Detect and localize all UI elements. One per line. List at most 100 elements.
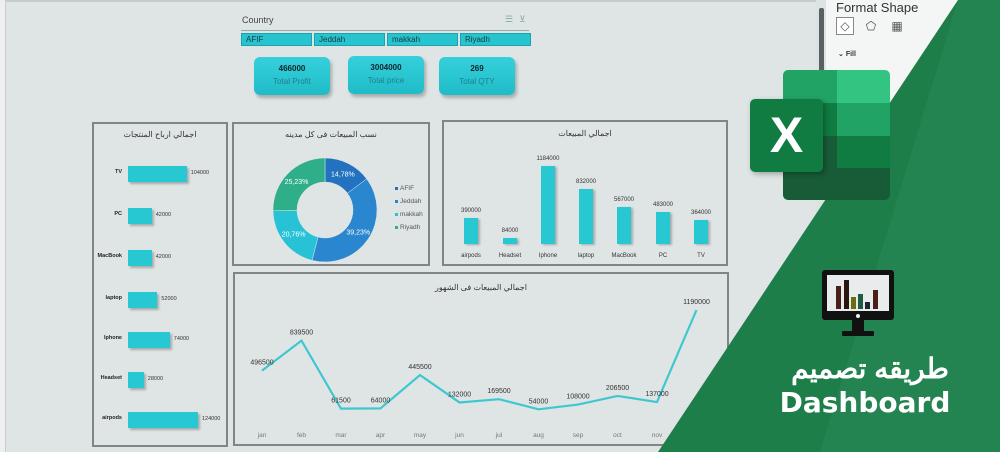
value-label: 74000 xyxy=(173,336,190,342)
value-label: 832000 xyxy=(575,179,597,186)
value-label: 52000 xyxy=(161,296,177,302)
hbar-row: Iphone 74000 xyxy=(94,332,226,348)
slicer-header: Country xyxy=(242,15,274,25)
value-label: 104000 xyxy=(190,170,210,176)
bar[interactable] xyxy=(128,412,198,428)
category-label: airpods xyxy=(102,415,122,421)
value-label: 483000 xyxy=(652,202,674,209)
month-label: oct xyxy=(613,432,622,439)
category-label: Iphone xyxy=(538,253,558,259)
donut-slice[interactable] xyxy=(272,157,326,212)
slicer-item-makkah[interactable]: makkah xyxy=(387,33,458,46)
bar[interactable] xyxy=(128,292,158,308)
month-label: apr xyxy=(376,432,386,439)
kpi-label: Total price xyxy=(367,76,405,85)
value-label: 567000 xyxy=(613,196,635,203)
value-label: 390000 xyxy=(460,208,482,215)
month-label: jan xyxy=(257,432,267,439)
bar[interactable] xyxy=(694,220,708,244)
month-label: nov xyxy=(652,432,663,439)
bar[interactable] xyxy=(128,250,152,266)
fill-line-tab-icon[interactable]: ◇ xyxy=(836,17,854,35)
row-header-gutter xyxy=(0,0,6,452)
slicer-item-afif[interactable]: AFIF xyxy=(241,33,312,46)
chart-title: اجمالي ارباح المنتجات xyxy=(123,130,197,139)
category-label: Headset xyxy=(100,375,122,381)
chart-title: اجمالي المبيعات xyxy=(558,129,612,138)
point-label: 64000 xyxy=(371,397,391,404)
fill-section-label: Fill xyxy=(845,51,856,58)
value-label: 364000 xyxy=(690,210,712,217)
bar[interactable] xyxy=(128,166,187,182)
donut-slice[interactable] xyxy=(311,178,378,263)
category-label: MacBook xyxy=(97,253,122,259)
value-label: 84000 xyxy=(501,228,519,235)
bar[interactable] xyxy=(128,332,170,348)
chart-total-sales[interactable]: اجمالي المبيعات 390000 airpods 84000 Headse… xyxy=(442,120,728,266)
line-chart: 496500 jan 839500 feb 61500 mar 64000 apr 445500… xyxy=(250,299,710,439)
point-label: 108000 xyxy=(566,394,589,401)
pane-title: Format Shape xyxy=(836,0,919,15)
point-label: 169500 xyxy=(487,388,510,395)
slicer-item-riyadh[interactable]: Riyadh xyxy=(460,33,531,46)
point-label: 206500 xyxy=(606,385,629,392)
kpi-total-profit[interactable]: 466000 Total Profit xyxy=(254,57,330,95)
line-series[interactable] xyxy=(261,309,698,411)
bar[interactable] xyxy=(579,189,593,244)
value-label: 42000 xyxy=(155,254,171,260)
category-label: MacBook xyxy=(611,253,637,259)
value-label: 28000 xyxy=(147,376,164,382)
bar[interactable] xyxy=(617,206,631,244)
category-label: laptop xyxy=(105,295,123,301)
bar[interactable] xyxy=(128,208,152,224)
monitor-chart-icon xyxy=(822,270,894,336)
effects-tab-icon[interactable]: ⬠ xyxy=(865,19,877,33)
point-label: 496500 xyxy=(250,360,273,367)
month-label: sep xyxy=(573,432,584,439)
slicer-item-jeddah[interactable]: Jeddah xyxy=(314,33,385,46)
slice-label: 39,23% xyxy=(346,229,370,236)
category-label: laptop xyxy=(577,253,595,259)
hbar-row: laptop 52000 xyxy=(94,292,226,308)
category-label: TV xyxy=(697,253,705,259)
hbar-row: MacBook 42000 xyxy=(94,250,226,266)
fill-section-toggle[interactable]: ⌄ Fill xyxy=(838,51,856,58)
point-label: 1190000 xyxy=(683,299,710,306)
hbar-row: airpods 124000 xyxy=(94,412,226,428)
overlay-arabic-title: طريقه تصميم xyxy=(791,353,949,384)
kpi-value: 3004000 xyxy=(370,63,402,72)
chart-city-share[interactable]: نسب المبيعات فى كل مدينه xyxy=(232,122,430,266)
legend-item-afif: AFIF xyxy=(395,182,423,195)
value-label: 124000 xyxy=(202,416,221,422)
vertical-scrollbar[interactable] xyxy=(819,8,824,73)
kpi-label: Total QTY xyxy=(459,77,495,86)
month-label: may xyxy=(414,432,427,439)
clear-filter-icon[interactable]: ⊻ xyxy=(519,14,526,24)
category-label: airpods xyxy=(461,253,481,259)
kpi-total-qty[interactable]: 269 Total QTY xyxy=(439,57,515,95)
donut-legend: AFIF Jeddah makkah Riyadh xyxy=(395,182,423,234)
chart-title: اجمالي المبيعات فى الشهور xyxy=(435,283,527,292)
country-slicer: AFIF Jeddah makkah Riyadh xyxy=(241,33,531,46)
hbar-row: Headset 28000 xyxy=(94,372,226,388)
slice-label: 25,23% xyxy=(285,179,309,186)
chart-product-profit[interactable]: اجمالي ارباح المنتجات TV 104000 PC 42000 M… xyxy=(92,122,228,447)
point-label: 137000 xyxy=(645,391,668,398)
month-label: jun xyxy=(454,432,464,439)
month-label: dec xyxy=(691,432,702,439)
category-label: TV xyxy=(114,169,122,175)
slice-label: 20,76% xyxy=(282,232,306,239)
bar[interactable] xyxy=(656,212,670,244)
kpi-total-price[interactable]: 3004000 Total price xyxy=(348,56,424,94)
overlay-english-title: Dashboard xyxy=(779,386,951,419)
bar[interactable] xyxy=(541,166,555,244)
bar[interactable] xyxy=(128,372,144,388)
bar[interactable] xyxy=(503,238,517,244)
size-properties-tab-icon[interactable]: ▦ xyxy=(891,19,903,33)
bar[interactable] xyxy=(464,218,478,244)
donut-chart: 14,78% 39,23% 20,76% 25,23% xyxy=(272,157,378,263)
multi-select-icon[interactable]: ☰ xyxy=(505,14,514,24)
point-label: 61500 xyxy=(331,398,351,405)
hbar-row: TV 104000 xyxy=(94,166,226,182)
chart-monthly-sales[interactable]: اجمالي المبيعات فى الشهور xyxy=(233,272,729,446)
